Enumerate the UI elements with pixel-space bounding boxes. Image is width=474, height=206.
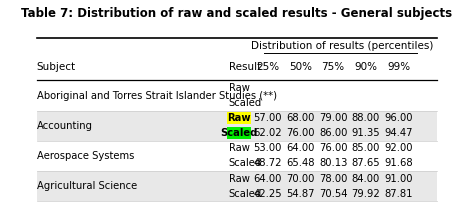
- Text: Raw: Raw: [229, 83, 250, 93]
- Text: 42.25: 42.25: [253, 189, 282, 199]
- Text: 64.00: 64.00: [254, 174, 282, 184]
- Text: Raw: Raw: [229, 174, 250, 184]
- Text: 91.68: 91.68: [384, 158, 413, 169]
- Text: 54.87: 54.87: [286, 189, 315, 199]
- Text: 64.00: 64.00: [286, 143, 315, 153]
- Bar: [36, 111, 438, 141]
- Text: Scaled: Scaled: [220, 128, 258, 138]
- Text: Table 7: Distribution of raw and scaled results - General subjects: Table 7: Distribution of raw and scaled …: [21, 7, 453, 20]
- Text: 99%: 99%: [387, 62, 410, 72]
- Bar: [227, 112, 251, 124]
- Text: Subject: Subject: [36, 62, 76, 72]
- Text: Aerospace Systems: Aerospace Systems: [36, 151, 134, 161]
- Text: 85.00: 85.00: [352, 143, 380, 153]
- Text: Scaled: Scaled: [229, 98, 262, 108]
- Text: 94.47: 94.47: [384, 128, 413, 138]
- Text: 91.00: 91.00: [384, 174, 413, 184]
- Text: 84.00: 84.00: [352, 174, 380, 184]
- Text: Scaled: Scaled: [229, 189, 262, 199]
- Text: 96.00: 96.00: [384, 113, 413, 123]
- Text: 90%: 90%: [354, 62, 377, 72]
- Text: 76.00: 76.00: [319, 143, 347, 153]
- Text: 57.00: 57.00: [254, 113, 282, 123]
- Text: 25%: 25%: [256, 62, 279, 72]
- Text: 80.13: 80.13: [319, 158, 347, 169]
- Text: 86.00: 86.00: [319, 128, 347, 138]
- Text: 50%: 50%: [289, 62, 312, 72]
- Text: 68.00: 68.00: [286, 113, 315, 123]
- Text: 79.00: 79.00: [319, 113, 347, 123]
- Text: 87.65: 87.65: [351, 158, 380, 169]
- Text: 88.00: 88.00: [352, 113, 380, 123]
- Bar: [227, 127, 251, 139]
- Text: Accounting: Accounting: [36, 121, 93, 131]
- Text: 75%: 75%: [321, 62, 345, 72]
- Text: 70.00: 70.00: [286, 174, 315, 184]
- Text: 65.48: 65.48: [286, 158, 315, 169]
- Text: 87.81: 87.81: [384, 189, 413, 199]
- Text: Scaled: Scaled: [229, 158, 262, 169]
- Text: 48.72: 48.72: [254, 158, 282, 169]
- Text: Result: Result: [229, 62, 261, 72]
- Text: 70.54: 70.54: [319, 189, 347, 199]
- Text: 92.00: 92.00: [384, 143, 413, 153]
- Text: Distribution of results (percentiles): Distribution of results (percentiles): [251, 41, 433, 51]
- Text: 76.00: 76.00: [286, 128, 315, 138]
- Text: 53.00: 53.00: [254, 143, 282, 153]
- Text: 78.00: 78.00: [319, 174, 347, 184]
- Bar: [36, 171, 438, 201]
- Text: 91.35: 91.35: [351, 128, 380, 138]
- Text: Agricultural Science: Agricultural Science: [36, 181, 137, 191]
- Text: Aboriginal and Torres Strait Islander Studies (**): Aboriginal and Torres Strait Islander St…: [36, 91, 277, 101]
- Text: Raw: Raw: [229, 143, 250, 153]
- Text: 62.02: 62.02: [253, 128, 282, 138]
- Text: Raw: Raw: [227, 113, 251, 123]
- Text: 79.92: 79.92: [351, 189, 380, 199]
